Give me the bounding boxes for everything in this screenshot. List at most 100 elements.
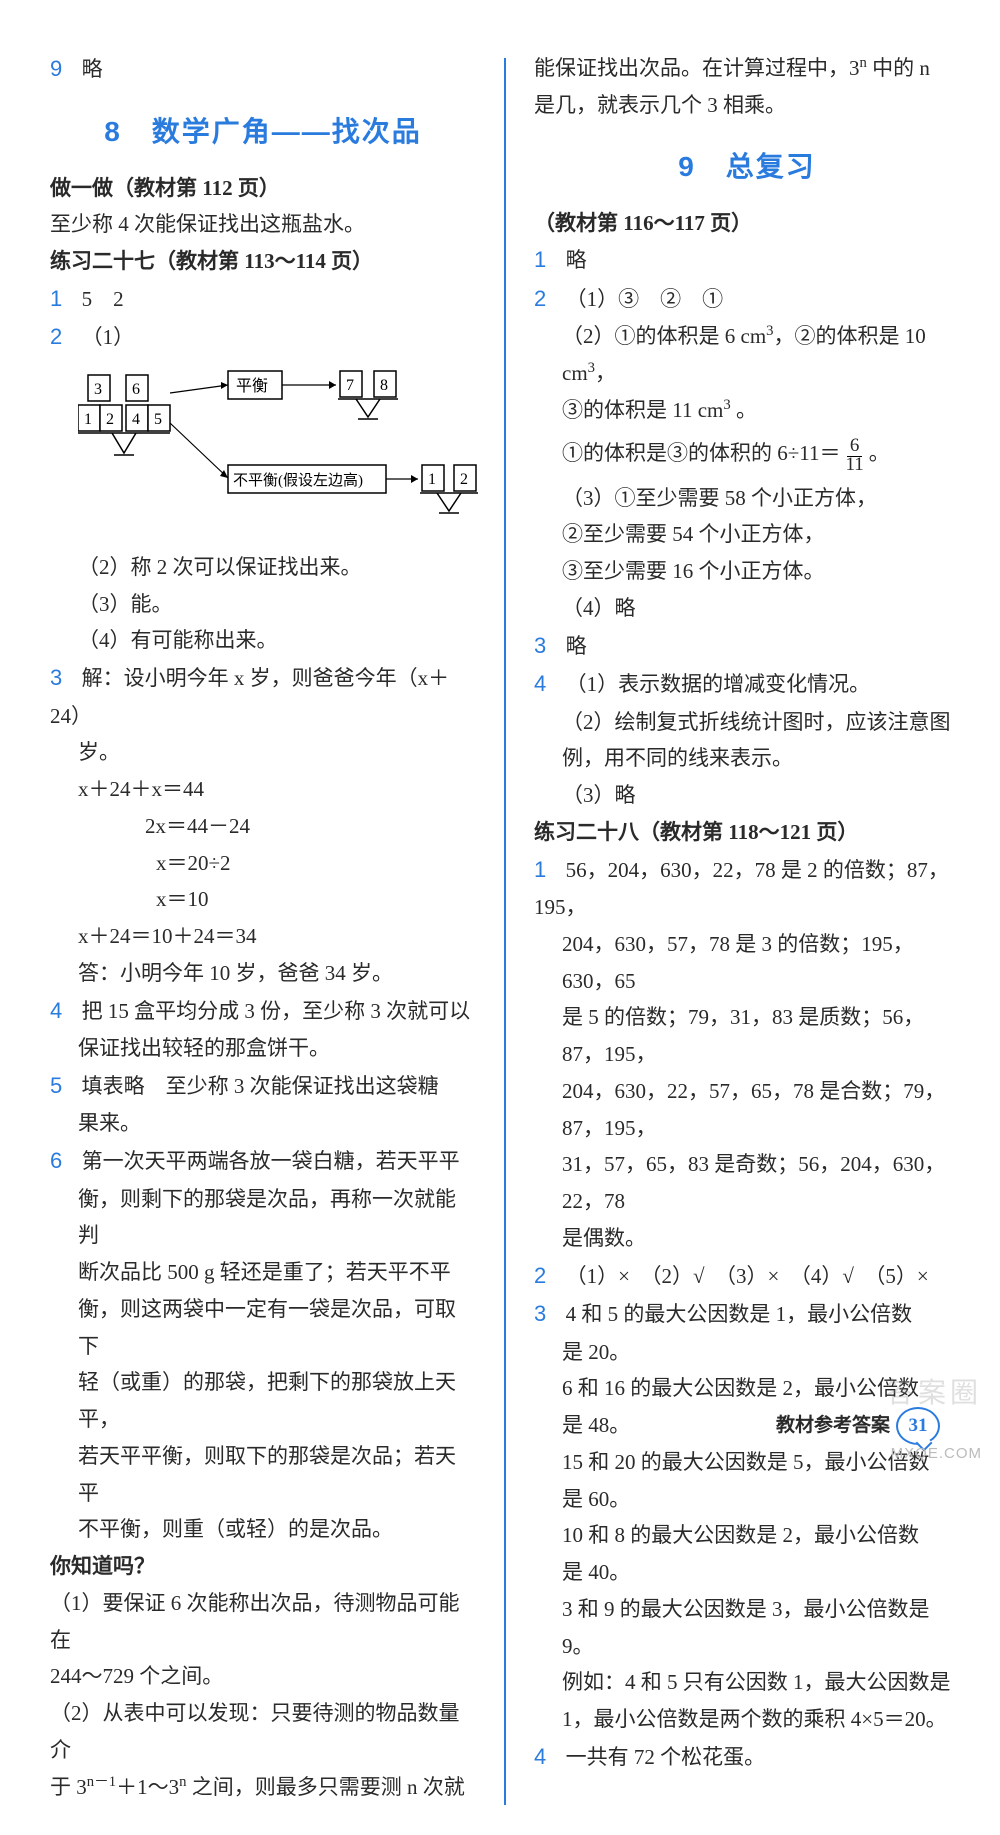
- qnum-6: 6: [50, 1142, 76, 1181]
- q3-eq3: x＝20÷2: [50, 845, 476, 882]
- r-q2-p2a: （2）①的体积是 6 cm3，②的体积是 10 cm3，: [534, 318, 960, 392]
- svg-text:2: 2: [460, 471, 468, 488]
- r-q4-l2: （2）绘制复式折线统计图时，应该注意图: [534, 704, 960, 741]
- cont1: 能保证找出次品。在计算过程中，3n 中的 n: [534, 50, 960, 87]
- q6-l6: 若天平平衡，则取下的那袋是次品；若天平: [50, 1438, 476, 1512]
- svg-text:5: 5: [154, 411, 162, 428]
- r-q4-l1: （1）表示数据的增减变化情况。: [566, 672, 871, 696]
- r-q2-p4: （4）略: [534, 590, 960, 627]
- q9: 9 略: [50, 50, 476, 89]
- rr-qnum-2: 2: [534, 1257, 560, 1296]
- r-q4-l4: （3）略: [534, 777, 960, 814]
- watermark-top: 答案圈: [886, 1368, 982, 1417]
- q6-l5: 轻（或重）的那袋，把剩下的那袋放上天平，: [50, 1364, 476, 1438]
- p2c-pre: ①的体积是③的体积的 6÷11＝: [562, 441, 841, 465]
- q2-p1: （1）: [82, 325, 135, 349]
- rr-qnum-3: 3: [534, 1295, 560, 1334]
- q4-l2: 保证找出较轻的那盒饼干。: [50, 1030, 476, 1067]
- column-divider: [504, 58, 506, 1805]
- r-q2: 2 （1）③ ② ①: [534, 280, 960, 319]
- r-q2-p2c: ①的体积是③的体积的 6÷11＝611。: [534, 435, 960, 474]
- q6-l4: 衡，则这两袋中一定有一袋是次品，可取下: [50, 1291, 476, 1365]
- r-q2-p1: （1）③ ② ①: [566, 287, 724, 311]
- q3-l1: 解：设小明今年 x 岁，则爸爸今年（x＋24）: [50, 666, 449, 728]
- r3-l2: 是 20。: [534, 1334, 960, 1371]
- q6-l3: 断次品比 500 g 轻还是重了；若天平不平: [50, 1254, 476, 1291]
- know2b-sup2: n: [179, 1774, 186, 1790]
- frac-d: 11: [843, 454, 867, 475]
- r3-l8: 是 40。: [534, 1554, 960, 1591]
- q5-l2: 果来。: [50, 1105, 476, 1142]
- know2b-mid: ＋1～3: [116, 1775, 179, 1799]
- p2a-post: ，: [595, 361, 616, 385]
- rr-q4: 4 一共有 72 个松花蛋。: [534, 1738, 960, 1777]
- cont1-pre: 能保证找出次品。在计算过程中，3: [534, 56, 860, 80]
- diagram-svg: 3 6 1 2 4 5 平衡: [78, 363, 478, 543]
- svg-text:不平衡(假设左边高): 不平衡(假设左边高): [233, 472, 363, 489]
- zuoyizuo-text: 至少称 4 次能保证找出这瓶盐水。: [50, 206, 476, 243]
- r2-text: （1）× （2）√ （3）× （4）√ （5）×: [566, 1264, 929, 1288]
- l-q4: 4 把 15 盒平均分成 3 份，至少称 3 次就可以: [50, 992, 476, 1031]
- rr-qnum-4: 4: [534, 1738, 560, 1777]
- q3-eq4: x＝10: [50, 881, 476, 918]
- r3-l11: 1，最小公倍数是两个数的乘积 4×5＝20。: [534, 1701, 960, 1738]
- r1-l4: 204，630，22，57，65，78 是合数；79，87，195，: [534, 1073, 960, 1147]
- p116-header: （教材第 116～117 页）: [534, 205, 960, 242]
- know-header: 你知道吗？: [50, 1548, 476, 1585]
- svg-text:8: 8: [380, 377, 388, 394]
- footer-label: 教材参考答案: [776, 1409, 890, 1442]
- q6-l7: 不平衡，则重（或轻）的是次品。: [50, 1511, 476, 1548]
- know2a: （2）从表中可以发现：只要待测的物品数量介: [50, 1695, 476, 1769]
- rr-q3: 3 4 和 5 的最大公因数是 1，最小公倍数: [534, 1295, 960, 1334]
- balance-diagram: 3 6 1 2 4 5 平衡: [78, 363, 476, 543]
- p2b-post: 。: [731, 398, 757, 422]
- qnum-5: 5: [50, 1067, 76, 1106]
- watermark-bottom: MXQE.COM: [891, 1441, 982, 1467]
- p2a-s2: 3: [588, 360, 595, 376]
- right-column: 能保证找出次品。在计算过程中，3n 中的 n 是几，就表示几个 3 相乘。 9 …: [534, 50, 960, 1805]
- rr-q2: 2 （1）× （2）√ （3）× （4）√ （5）×: [534, 1257, 960, 1296]
- qnum-3: 3: [50, 659, 76, 698]
- qnum-1: 1: [50, 280, 76, 319]
- know2b-post: 之间，则最多只需要测 n 次就: [186, 1775, 464, 1799]
- svg-text:4: 4: [132, 411, 140, 428]
- r1-l1: 56，204，630，22，78 是 2 的倍数；87，195，: [534, 858, 949, 920]
- p2a-pre: （2）①的体积是 6 cm: [562, 324, 766, 348]
- p2b-sup: 3: [723, 397, 730, 413]
- r1-l6: 是偶数。: [534, 1220, 960, 1257]
- q2-3: （3）能。: [50, 586, 476, 623]
- r-q2-p3b: ②至少需要 54 个小正方体，: [534, 516, 960, 553]
- rr-qnum-1: 1: [534, 851, 560, 890]
- q2-2: （2）称 2 次可以保证找出来。: [50, 549, 476, 586]
- r3-l6: 是 60。: [534, 1481, 960, 1518]
- svg-text:平衡: 平衡: [236, 377, 268, 395]
- l-q6: 6 第一次天平两端各放一袋白糖，若天平平: [50, 1142, 476, 1181]
- r-qnum-2: 2: [534, 280, 560, 319]
- r-q3: 3 略: [534, 627, 960, 666]
- r1-l2: 204，630，57，78 是 3 的倍数；195，630，65: [534, 926, 960, 1000]
- left-column: 9 略 8 数学广角——找次品 做一做（教材第 112 页） 至少称 4 次能保…: [50, 50, 476, 1805]
- section-9-title: 9 总复习: [534, 142, 960, 191]
- know2b: 于 3n－1＋1～3n 之间，则最多只需要测 n 次就: [50, 1769, 476, 1806]
- r3-l7: 10 和 8 的最大公因数是 2，最小公倍数: [534, 1517, 960, 1554]
- qnum-9: 9: [50, 50, 76, 89]
- l-q3: 3 解：设小明今年 x 岁，则爸爸今年（x＋24）: [50, 659, 476, 734]
- qnum-4: 4: [50, 992, 76, 1031]
- r1-l5: 31，57，65，83 是奇数；56，204，630，22，78: [534, 1146, 960, 1220]
- r-q3-text: 略: [566, 634, 587, 658]
- svg-text:2: 2: [106, 411, 114, 428]
- r-qnum-4: 4: [534, 665, 560, 704]
- r-q1-text: 略: [566, 248, 587, 272]
- rr-q1: 1 56，204，630，22，78 是 2 的倍数；87，195，: [534, 851, 960, 926]
- know2b-sup1: n－1: [87, 1774, 116, 1790]
- r-q2-p2b: ③的体积是 11 cm3 。: [534, 392, 960, 429]
- q3-l2: 岁。: [50, 734, 476, 771]
- q4-l1: 把 15 盒平均分成 3 份，至少称 3 次就可以: [82, 999, 471, 1023]
- r-qnum-3: 3: [534, 627, 560, 666]
- q5-l1: 填表略 至少称 3 次能保证找出这袋糖: [82, 1074, 439, 1098]
- svg-text:1: 1: [428, 471, 436, 488]
- r4-text: 一共有 72 个松花蛋。: [566, 1745, 766, 1769]
- svg-text:3: 3: [94, 381, 102, 398]
- q2-4: （4）有可能称出来。: [50, 622, 476, 659]
- qnum-2: 2: [50, 318, 76, 357]
